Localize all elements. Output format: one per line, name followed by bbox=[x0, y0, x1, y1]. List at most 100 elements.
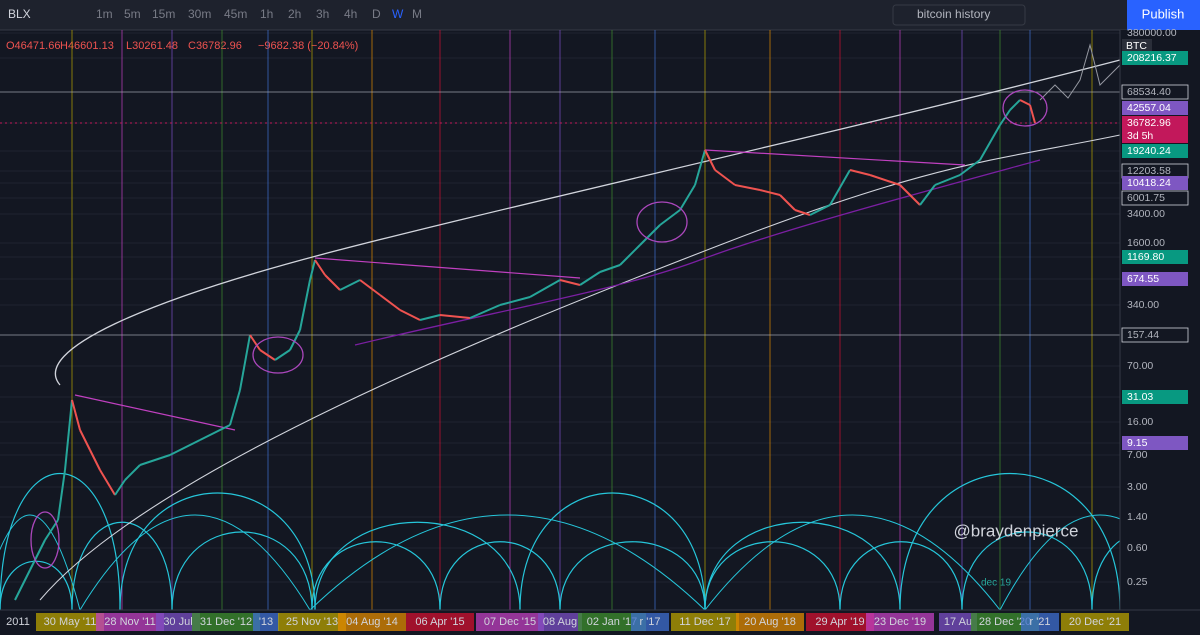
price-segment bbox=[57, 469, 66, 521]
highlight-ellipse bbox=[1002, 89, 1048, 127]
note: dec 19 bbox=[981, 578, 1011, 589]
time-label: 30 May '11 bbox=[44, 616, 97, 628]
price-segment bbox=[714, 169, 736, 186]
price-label: 0.25 bbox=[1127, 576, 1148, 588]
watermark: @braydenpierce bbox=[954, 521, 1079, 540]
price-label: 1169.80 bbox=[1127, 251, 1164, 263]
price-segment bbox=[599, 264, 621, 273]
cycle-arc bbox=[839, 541, 963, 611]
highlight-ellipse bbox=[252, 336, 304, 374]
ohlc-value: C36782.96 bbox=[188, 40, 242, 52]
price-label: 6001.75 bbox=[1127, 192, 1165, 204]
time-label: 02 Jan '17 bbox=[587, 616, 637, 628]
cycle-arc bbox=[704, 541, 841, 611]
time-label: 20 Aug '18 bbox=[744, 616, 796, 628]
price-segment bbox=[899, 184, 921, 206]
time-badge bbox=[476, 613, 544, 631]
cycle-arc bbox=[79, 514, 311, 611]
price-segment bbox=[979, 124, 1001, 161]
price-label: 19240.24 bbox=[1127, 145, 1171, 157]
price-badge bbox=[1122, 39, 1152, 53]
price-segment bbox=[89, 449, 101, 471]
price-label: 1600.00 bbox=[1127, 237, 1165, 249]
time-label: 31 Dec '12 bbox=[200, 616, 252, 628]
publish-button[interactable] bbox=[1127, 0, 1200, 30]
projection bbox=[1039, 43, 1121, 101]
cycle-arc bbox=[704, 514, 1001, 611]
price-label: 1.40 bbox=[1127, 511, 1148, 523]
price-label: BTC bbox=[1126, 40, 1147, 52]
price-label: 42557.04 bbox=[1127, 102, 1171, 114]
price-label: 12203.58 bbox=[1127, 165, 1171, 177]
interval-button[interactable]: D bbox=[372, 7, 381, 21]
ohlc-value: H46601.13 bbox=[60, 40, 114, 52]
price-segment bbox=[439, 314, 471, 319]
cycle-arc bbox=[559, 541, 706, 611]
time-label: 08 Aug bbox=[543, 616, 577, 628]
cycle-arc bbox=[119, 492, 316, 611]
time-label: 06 Apr '15 bbox=[415, 616, 464, 628]
price-badge bbox=[1122, 144, 1188, 158]
price-badge bbox=[1122, 101, 1188, 115]
publish-label: Publish bbox=[1142, 6, 1185, 21]
interval-button[interactable]: 15m bbox=[152, 7, 175, 21]
interval-button[interactable]: 45m bbox=[224, 7, 247, 21]
price-segment bbox=[579, 271, 601, 286]
time-label: 20 Dec '21 bbox=[1069, 616, 1121, 628]
price-segment bbox=[399, 309, 421, 321]
price-segment bbox=[499, 296, 531, 306]
price-segment bbox=[289, 329, 301, 351]
interval-button[interactable]: 5m bbox=[124, 7, 141, 21]
price-segment bbox=[659, 209, 681, 226]
interval-button[interactable]: 2h bbox=[288, 7, 301, 21]
price-label: 380000.00 bbox=[1127, 27, 1177, 39]
cycle-arc bbox=[309, 514, 706, 611]
price-segment bbox=[339, 279, 361, 291]
price-segment bbox=[359, 279, 381, 296]
price-segment bbox=[229, 389, 241, 426]
price-segment bbox=[919, 184, 936, 206]
symbol[interactable]: BLX bbox=[8, 7, 31, 21]
price-segment bbox=[29, 539, 46, 571]
interval-button[interactable]: 3h bbox=[316, 7, 329, 21]
price-segment bbox=[829, 169, 851, 206]
cycle-arc bbox=[519, 492, 706, 611]
price-segment bbox=[249, 334, 261, 351]
cycle-arc bbox=[314, 521, 521, 611]
time-badge bbox=[939, 613, 977, 631]
time-badge bbox=[866, 613, 934, 631]
price-label: 3400.00 bbox=[1127, 208, 1165, 220]
interval-button[interactable]: 30m bbox=[188, 7, 211, 21]
price-segment bbox=[694, 149, 706, 186]
price-segment bbox=[309, 259, 316, 281]
price-segment bbox=[704, 149, 716, 171]
ma-line bbox=[354, 159, 1041, 346]
interval-button[interactable]: 4h bbox=[344, 7, 357, 21]
ohlc-value: O46471.66 bbox=[6, 40, 60, 52]
interval-button[interactable]: 1h bbox=[260, 7, 273, 21]
cycle-arc bbox=[311, 541, 441, 611]
price-segment bbox=[259, 349, 276, 361]
time-label: 11 Dec '17 bbox=[679, 616, 730, 628]
time-label: r '17 bbox=[639, 616, 660, 628]
price-segment bbox=[114, 479, 126, 496]
interval-button[interactable]: M bbox=[412, 7, 422, 21]
time-label: 30 Jul bbox=[163, 616, 192, 628]
time-badge bbox=[338, 613, 406, 631]
price-badge bbox=[1122, 436, 1188, 450]
lower-curve bbox=[39, 134, 1121, 601]
price-segment bbox=[959, 159, 981, 176]
price-segment bbox=[239, 334, 251, 391]
time-label: 2011 bbox=[6, 616, 30, 628]
interval-button[interactable]: 1m bbox=[96, 7, 113, 21]
time-badge bbox=[671, 613, 739, 631]
upper-curve bbox=[54, 59, 1121, 386]
price-badge bbox=[1122, 250, 1188, 264]
search-box[interactable] bbox=[892, 4, 1026, 26]
time-badge bbox=[538, 613, 582, 631]
price-badge bbox=[1121, 327, 1189, 343]
price-segment bbox=[809, 204, 831, 216]
cycle-arc bbox=[439, 541, 561, 611]
interval-button[interactable]: W bbox=[392, 7, 404, 21]
price-segment bbox=[324, 274, 341, 291]
